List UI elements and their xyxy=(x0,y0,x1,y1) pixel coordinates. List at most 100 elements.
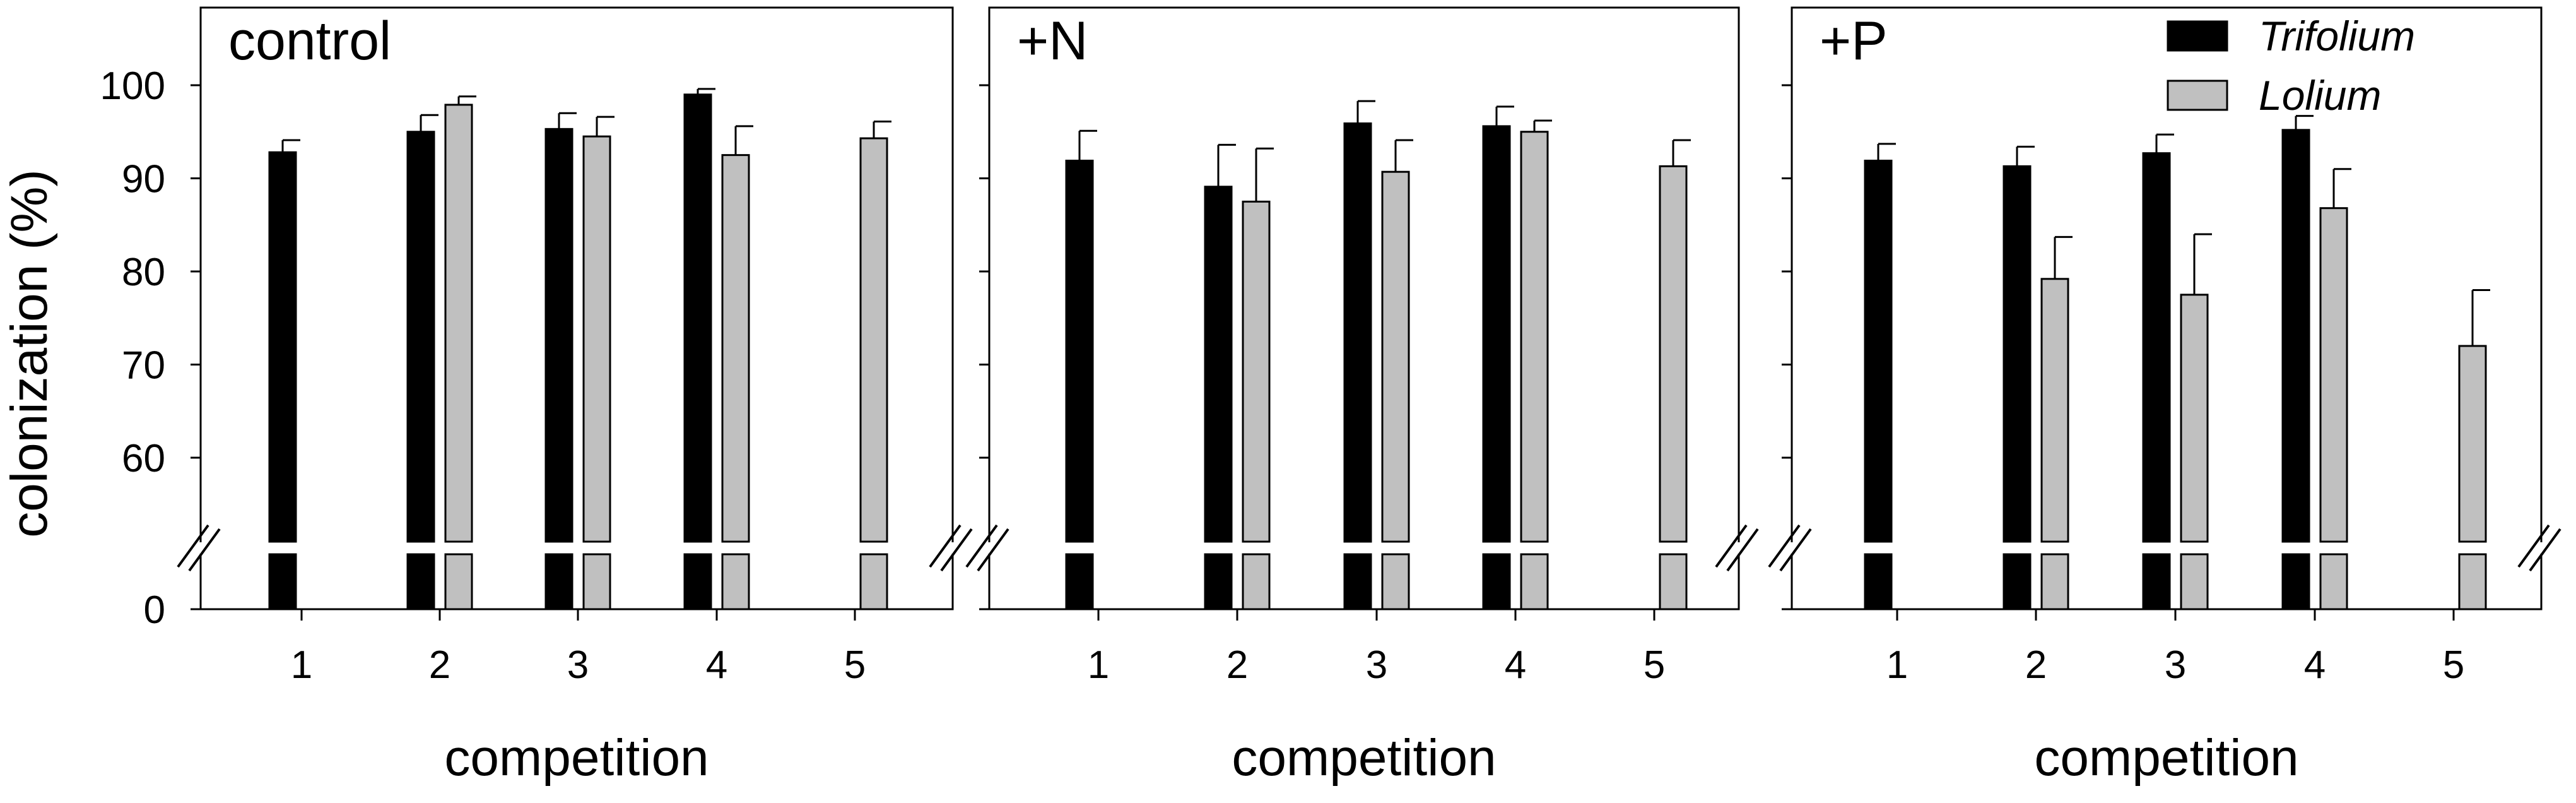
x-tick-label: 1 xyxy=(291,643,312,687)
axis-break-slash xyxy=(1715,524,1748,568)
bar-lolium-3 xyxy=(582,135,611,543)
x-tick-label: 1 xyxy=(1088,643,1109,687)
bar-lolium-2 xyxy=(2040,278,2069,543)
axis-break-slash xyxy=(1768,524,1801,568)
bar-stub-lolium-5 xyxy=(859,553,888,610)
axis-break-slash xyxy=(1726,528,1759,572)
bar-stub-trifolium-4 xyxy=(683,553,712,610)
bar-stub-lolium-3 xyxy=(1381,553,1410,610)
x-tick-label: 5 xyxy=(844,643,866,687)
y-tick-label-zero: 0 xyxy=(144,588,165,632)
legend-label-trifolium: Trifolium xyxy=(2259,13,2415,59)
bar-stub-lolium-5 xyxy=(1659,553,1688,610)
panel-label: +P xyxy=(1820,11,1888,71)
axis-break-gap xyxy=(1716,542,1761,554)
bar-stub-lolium-3 xyxy=(2180,553,2209,610)
x-tick-label: 2 xyxy=(2025,643,2047,687)
panel-1 xyxy=(177,6,975,621)
bar-trifolium-4 xyxy=(2281,129,2310,543)
x-tick-label: 3 xyxy=(1366,643,1387,687)
axis-break-gap xyxy=(967,542,1012,554)
bar-stub-trifolium-4 xyxy=(1482,553,1511,610)
y-tick-label: 60 xyxy=(122,437,165,480)
x-tick-label: 4 xyxy=(1505,643,1526,687)
bar-stub-trifolium-3 xyxy=(544,553,573,610)
x-tick-label: 3 xyxy=(567,643,589,687)
bar-lolium-4 xyxy=(721,154,750,543)
y-tick-label: 100 xyxy=(100,64,165,108)
axis-break-slash xyxy=(2529,528,2561,572)
axis-break-slash xyxy=(177,524,209,568)
bar-lolium-2 xyxy=(444,104,473,543)
panel-3 xyxy=(1768,6,2564,621)
bar-lolium-2 xyxy=(1242,200,1271,543)
panel-label: control xyxy=(228,11,391,71)
bar-stub-lolium-4 xyxy=(1520,553,1549,610)
x-axis-title: competition xyxy=(2034,729,2298,787)
bar-stub-trifolium-3 xyxy=(2142,553,2171,610)
y-tick-label: 80 xyxy=(122,251,165,294)
x-tick-label: 1 xyxy=(1886,643,1908,687)
x-tick-label: 4 xyxy=(2304,643,2326,687)
axis-break-gap xyxy=(2519,542,2564,554)
bar-trifolium-3 xyxy=(2142,152,2171,543)
y-tick-label: 90 xyxy=(122,158,165,201)
x-tick-label: 5 xyxy=(2443,643,2464,687)
x-tick-label: 2 xyxy=(429,643,450,687)
bar-trifolium-2 xyxy=(406,131,435,543)
legend xyxy=(2167,20,2228,111)
axis-break-slash xyxy=(2517,524,2550,568)
bar-stub-trifolium-1 xyxy=(1065,553,1094,610)
axis-break-slash xyxy=(929,524,962,568)
bar-stub-trifolium-2 xyxy=(2003,553,2032,610)
axis-break-slash xyxy=(977,528,1009,572)
bar-stub-trifolium-4 xyxy=(2281,553,2310,610)
x-tick-label: 2 xyxy=(1226,643,1248,687)
panel-2 xyxy=(965,6,1761,621)
bar-lolium-3 xyxy=(2180,294,2209,543)
x-tick-label: 5 xyxy=(1644,643,1665,687)
panel-label: +N xyxy=(1017,11,1088,71)
bar-stub-trifolium-2 xyxy=(406,553,435,610)
bar-stub-trifolium-1 xyxy=(1864,553,1893,610)
axis-break-slash xyxy=(940,528,973,572)
bar-trifolium-1 xyxy=(268,151,297,543)
x-tick-label: 4 xyxy=(706,643,727,687)
bar-trifolium-2 xyxy=(2003,165,2032,543)
bar-lolium-3 xyxy=(1381,170,1410,543)
bar-stub-lolium-2 xyxy=(1242,553,1271,610)
y-tick-label: 70 xyxy=(122,344,165,388)
bar-stub-lolium-4 xyxy=(721,553,750,610)
bar-stub-lolium-2 xyxy=(444,553,473,610)
legend-label-lolium: Lolium xyxy=(2259,72,2381,119)
bar-stub-trifolium-3 xyxy=(1343,553,1372,610)
bar-stub-lolium-3 xyxy=(582,553,611,610)
axis-break-slash xyxy=(965,524,998,568)
axis-break-slash xyxy=(1779,528,1812,572)
y-axis-title: colonization (%) xyxy=(1,169,58,537)
axis-break-gap xyxy=(1769,542,1814,554)
bar-trifolium-2 xyxy=(1204,186,1233,543)
bar-lolium-5 xyxy=(1659,165,1688,543)
x-axis-title: competition xyxy=(444,729,709,787)
bar-lolium-4 xyxy=(2319,207,2348,543)
bar-lolium-5 xyxy=(2458,345,2487,543)
bar-trifolium-1 xyxy=(1065,159,1094,543)
bar-stub-lolium-2 xyxy=(2040,553,2069,610)
bar-trifolium-3 xyxy=(544,128,573,543)
bar-lolium-5 xyxy=(859,137,888,543)
bar-trifolium-3 xyxy=(1343,122,1372,543)
bar-trifolium-4 xyxy=(683,93,712,543)
legend-swatch-lolium xyxy=(2167,80,2228,111)
bar-stub-trifolium-1 xyxy=(268,553,297,610)
bar-trifolium-4 xyxy=(1482,125,1511,543)
panel-frame xyxy=(199,6,954,610)
bar-stub-lolium-4 xyxy=(2319,553,2348,610)
bar-trifolium-1 xyxy=(1864,159,1893,543)
axis-break-slash xyxy=(188,528,221,572)
bar-lolium-4 xyxy=(1520,131,1549,543)
x-axis-title: competition xyxy=(1232,729,1496,787)
bar-stub-lolium-5 xyxy=(2458,553,2487,610)
axis-break-gap xyxy=(178,542,223,554)
